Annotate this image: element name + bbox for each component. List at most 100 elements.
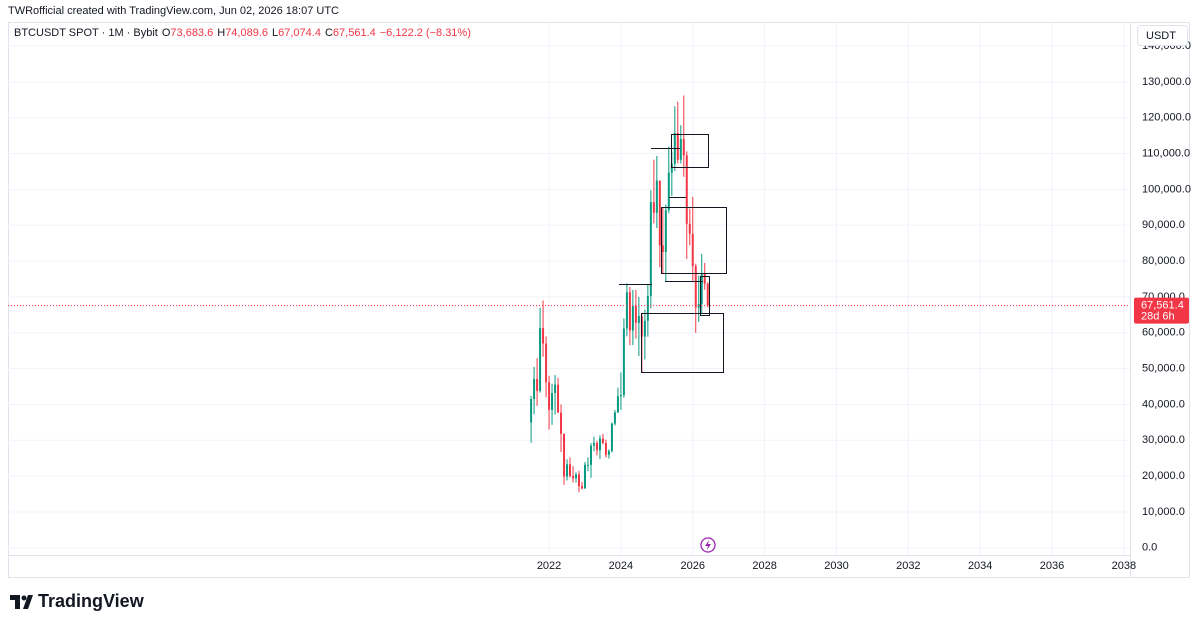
legend-text: 74,089.6 [225,27,268,39]
candle-body [652,202,655,213]
candle-body [694,266,697,308]
candle-body [569,464,572,476]
y-tick-label: 80,000.0 [1142,255,1185,267]
y-tick-label: 0.0 [1142,542,1157,554]
candle-body [592,442,595,446]
legend-text: O [162,27,171,39]
y-tick-label: 60,000.0 [1142,327,1185,339]
candles [530,95,709,493]
candle-body [676,132,679,160]
drawing-box [641,313,724,373]
drawings [619,134,727,373]
candle-body [604,442,607,455]
header: TWRofficial created with TradingView.com… [8,5,339,17]
y-tick-label: 40,000.0 [1142,398,1185,410]
candle-body [679,139,682,160]
legend-text: −6,122.2 (−8.31%) [380,27,471,39]
y-tick-label: 30,000.0 [1142,434,1185,446]
candle-body [598,438,601,451]
candle-body [589,445,592,465]
x-tick-label: 2022 [537,560,561,572]
x-tick-label: 2032 [896,560,920,572]
currency-box [1137,25,1188,46]
candle-body [548,382,551,410]
candle-body [586,464,589,466]
candle-body [539,328,542,391]
brand: TradingView [38,591,145,611]
candle-body [661,245,664,252]
currency: USDT [1146,30,1176,42]
legend-text: L [272,27,278,39]
candle-body [649,202,652,297]
candle-body [536,379,539,391]
candle-body [616,396,619,413]
candle-body [583,464,586,489]
candle-body [628,292,631,331]
legend-text: BTCUSDT SPOT · 1M · Bybit [14,27,158,39]
candle-body [619,395,622,397]
candle-body [622,328,625,396]
drawing-box [700,276,710,316]
candle-body [688,223,691,234]
drawing-box [671,134,709,168]
candle-body [577,474,580,487]
candle-body [664,210,667,252]
x-tick-label: 2026 [681,560,705,572]
y-tick-label: 10,000.0 [1142,506,1185,518]
legend-text: 73,683.6 [170,27,213,39]
drawing-box [661,207,727,274]
y-tick-label: 100,000.0 [1142,183,1191,195]
x-tick-label: 2030 [824,560,848,572]
ohlc-legend: BTCUSDT SPOT · 1M · Bybit O73,683.6 H74,08… [14,27,471,39]
candle-body [700,273,703,305]
candle-body [530,399,533,423]
candle-body [560,412,563,434]
x-tick-label: 2036 [1040,560,1064,572]
candle-body [572,475,575,479]
candle-body [658,180,661,246]
candle-body [595,442,598,451]
candle-body [634,305,637,323]
grid [8,22,1130,555]
y-tick-label: 110,000.0 [1142,147,1190,159]
countdown: 28d 6h [1141,311,1175,323]
last-price-box [1134,297,1189,324]
candle-body [682,139,685,156]
candle-body [601,438,604,443]
candle-body [554,384,557,393]
candle-body [581,486,584,489]
x-tick-label: 2038 [1112,560,1136,572]
candle-body [613,412,616,424]
x-tick-label: 2034 [968,560,992,572]
y-tick-label: 50,000.0 [1142,363,1185,375]
x-tick-label: 2028 [752,560,776,572]
y-tick-label: 90,000.0 [1142,219,1185,231]
y-tick-label: 120,000.0 [1142,112,1191,124]
candle-body [643,320,646,337]
candle-body [607,451,610,455]
candle-body [545,343,548,383]
candle-body [655,180,658,213]
last-price-label: 67,561.4 [1141,300,1184,312]
lightning-icon [700,537,716,553]
legend-text: H [217,27,225,39]
legend-text: C [325,27,333,39]
candle-body [667,172,670,211]
candle-body [637,316,640,323]
legend-text: 67,074.4 [278,27,321,39]
legend-text: 67,561.4 [333,27,376,39]
candle-body [625,292,628,329]
candle-body [646,296,649,321]
candle-body [685,155,688,224]
candle-body [691,233,694,267]
y-tick-label: 130,000.0 [1142,76,1191,88]
candle-body [610,423,613,452]
candle-body [575,474,578,479]
candle-body [706,283,709,306]
logo: TradingView [10,591,145,611]
candle-body [557,384,560,413]
chart-frame [8,22,1190,578]
y-tick-label: 20,000.0 [1142,470,1185,482]
candle-body [670,163,673,173]
